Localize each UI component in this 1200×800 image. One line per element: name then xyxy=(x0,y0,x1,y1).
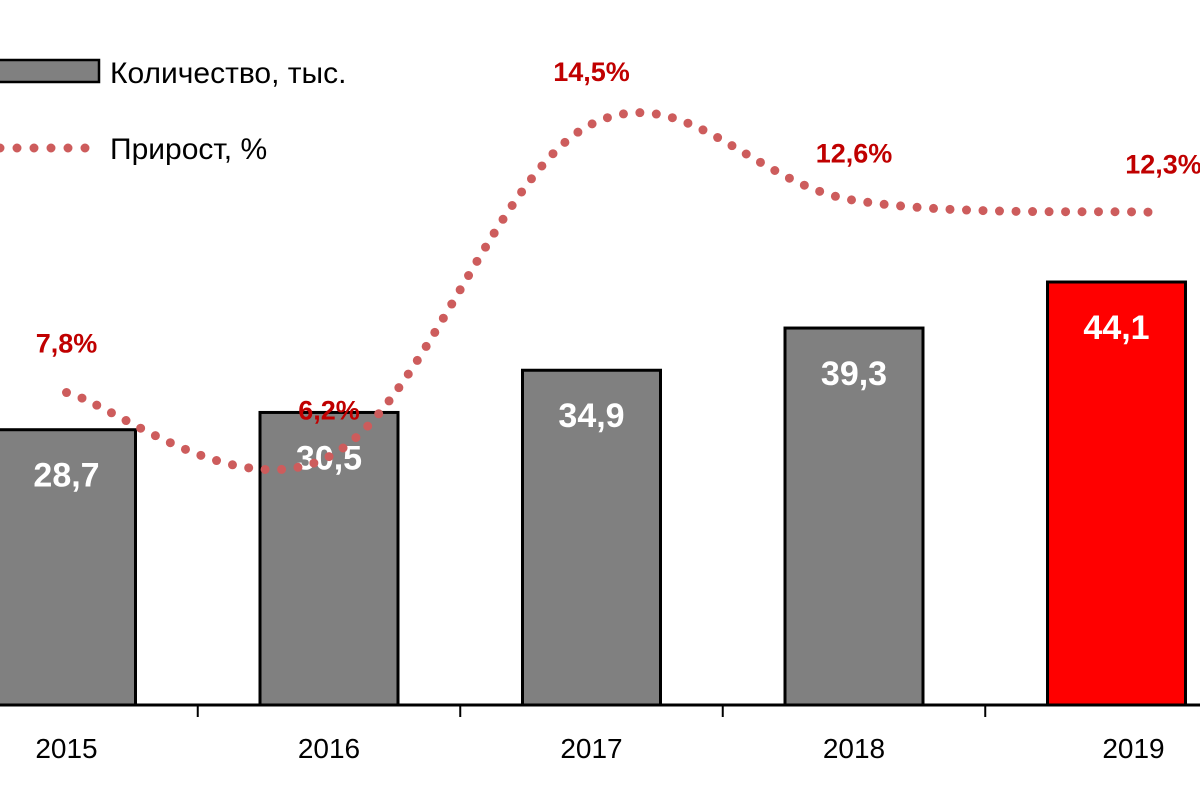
bar-value-label-2015: 28,7 xyxy=(33,457,99,495)
bar-2018 xyxy=(783,326,925,707)
legend-line-label: Прирост, % xyxy=(110,133,267,166)
growth-label-2016: 6,2% xyxy=(298,396,360,426)
bar-2015 xyxy=(0,428,137,707)
bar-value-label-2018: 39,3 xyxy=(821,355,887,393)
x-tick-label-2017: 2017 xyxy=(560,733,622,764)
bars-group xyxy=(0,280,1187,707)
x-tick-label-2016: 2016 xyxy=(298,733,360,764)
growth-label-2019: 12,3% xyxy=(1125,149,1200,179)
growth-labels-group: 7,8% 6,2% 14,5% 12,6% 12,3% xyxy=(36,57,1200,425)
growth-label-2015: 7,8% xyxy=(36,329,98,359)
legend: Количество, тыс. Прирост, % xyxy=(0,57,346,166)
bar-2019 xyxy=(1046,280,1187,707)
x-tick-label-2018: 2018 xyxy=(823,733,885,764)
x-tick-labels-group: 2015 2016 2017 2018 2019 xyxy=(35,733,1164,764)
bar-value-label-2017: 34,9 xyxy=(558,397,624,435)
x-tick-label-2015: 2015 xyxy=(35,733,97,764)
growth-label-2017: 14,5% xyxy=(553,57,630,87)
bar-value-label-2019: 44,1 xyxy=(1083,309,1149,347)
legend-bar-label: Количество, тыс. xyxy=(110,57,346,90)
legend-bar-swatch xyxy=(0,58,101,84)
bar-labels-group: 28,7 30,534,939,344,1 xyxy=(33,309,1149,495)
x-ticks-group xyxy=(196,705,987,717)
growth-line xyxy=(62,108,1158,474)
x-tick-label-2019: 2019 xyxy=(1102,733,1164,764)
growth-label-2018: 12,6% xyxy=(816,138,893,168)
bar-2016 xyxy=(258,410,400,707)
